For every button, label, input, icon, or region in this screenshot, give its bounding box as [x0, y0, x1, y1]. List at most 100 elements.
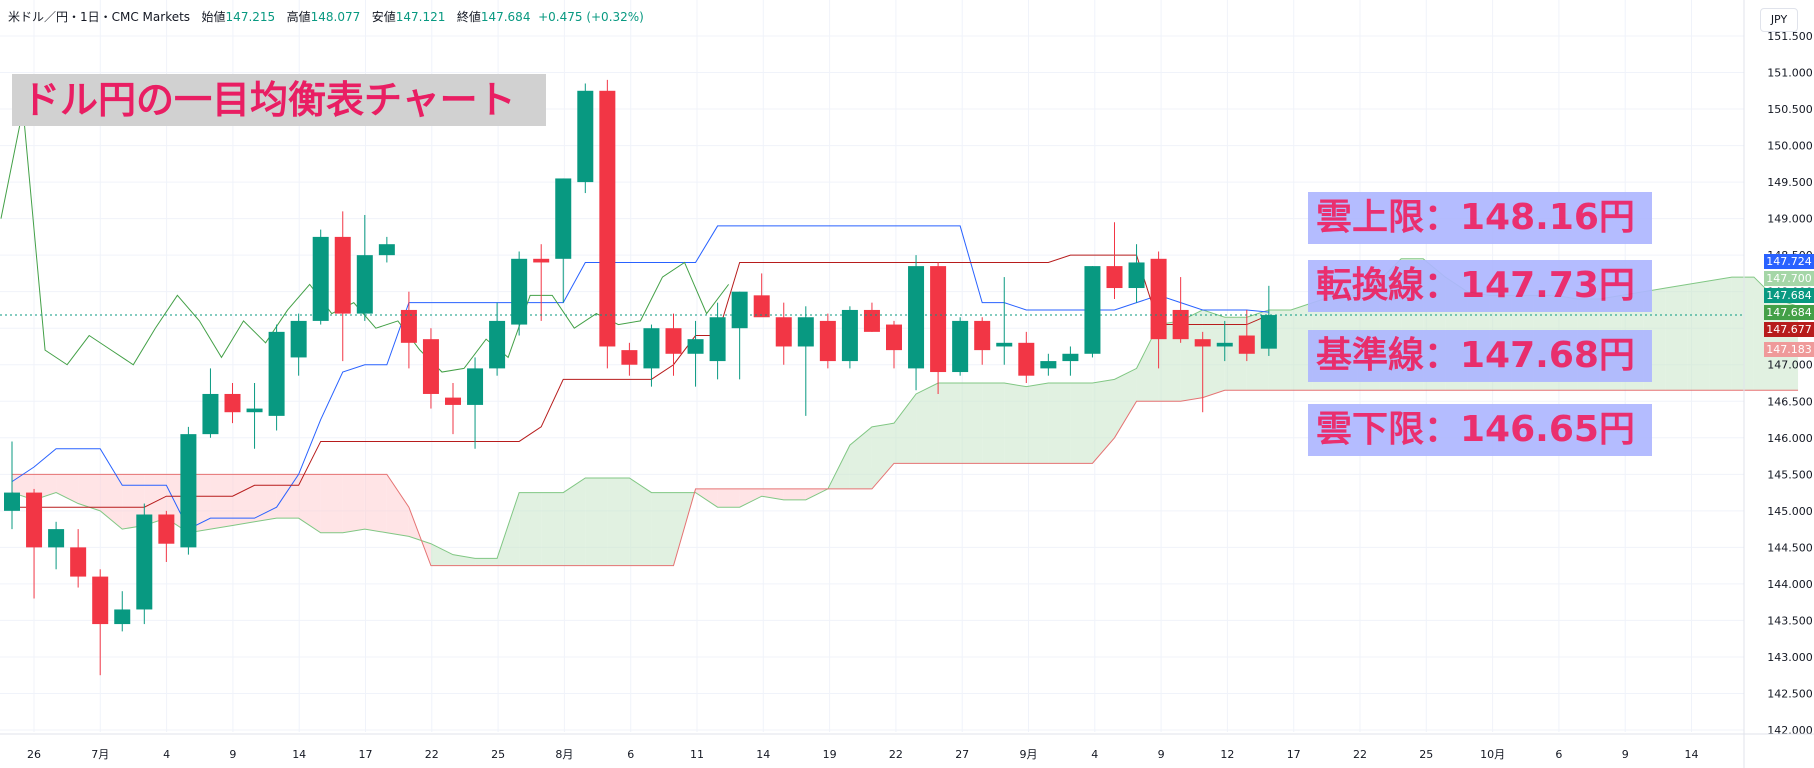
x-tick-label: 14: [1685, 748, 1699, 761]
candle-body: [445, 397, 461, 405]
cloud-segment: [1290, 302, 1313, 391]
kijun-box: 基準線：147.68円: [1308, 330, 1652, 382]
candle-body: [577, 90, 594, 183]
cloud-segment: [1114, 368, 1137, 438]
cloud-segment: [1687, 280, 1710, 391]
cloud-segment: [144, 474, 167, 526]
candle-body: [1172, 309, 1189, 340]
x-tick-label: 8月: [555, 748, 573, 761]
candle-body: [158, 514, 175, 544]
cloud-segment: [56, 474, 79, 504]
symbol-name[interactable]: 米ドル／円・1日・CMC Markets: [8, 10, 191, 24]
x-tick-label: 6: [627, 748, 634, 761]
chart-title-overlay: ドル円の一目均衡表チャート: [12, 74, 546, 126]
candle-body: [489, 320, 506, 369]
candle-body: [1106, 266, 1123, 289]
y-tick-label: 143.500: [1767, 614, 1813, 627]
x-tick-label: 4: [1091, 748, 1098, 761]
y-tick-label: 142.500: [1767, 687, 1813, 700]
candle-body: [224, 393, 241, 413]
tenkan-line: [11, 225, 1269, 530]
y-tick-label: 142.000: [1767, 724, 1813, 737]
candle-body: [1238, 335, 1255, 354]
cloud-segment: [386, 474, 409, 537]
cloud-segment: [739, 488, 762, 508]
candle-body: [312, 236, 329, 321]
candle-body: [1084, 266, 1101, 354]
y-tick-label: 151.500: [1767, 30, 1813, 43]
candle-body: [422, 339, 439, 394]
cloud-segment: [916, 383, 939, 464]
candle-body: [246, 408, 263, 413]
high-label: 高値: [286, 10, 311, 24]
cloud-segment: [497, 492, 520, 566]
time-axis: 26 7月 4 9 14 17 22 25 8月 6 11 14 19 22 27 9月 4 9 12 17 22 25 1…: [27, 748, 1699, 761]
price-tag-close: 147.684: [1764, 288, 1814, 303]
x-tick-label: 25: [1419, 748, 1433, 761]
y-tick-label: 150.500: [1767, 103, 1813, 116]
cloud-segment: [1665, 284, 1688, 391]
candle-body: [665, 328, 682, 354]
cloud-segment: [629, 477, 652, 566]
cloud-segment: [1136, 324, 1159, 402]
price-tag-kijun: 147.677: [1764, 322, 1814, 337]
candle-body: [533, 258, 550, 263]
candles: [4, 79, 1277, 676]
candle-body: [908, 266, 925, 369]
candle-body: [599, 90, 616, 347]
candle-body: [356, 255, 373, 314]
candle-body: [4, 492, 20, 511]
cloud-segment: [938, 383, 961, 464]
cloud-segment: [1004, 383, 1027, 464]
candle-body: [1194, 339, 1211, 347]
close-value: 147.684: [480, 10, 531, 24]
cloud-segment: [364, 474, 387, 533]
cloud-segment: [1070, 383, 1093, 464]
cloud-segment: [1709, 277, 1732, 391]
x-tick-label: 9月: [1020, 748, 1038, 761]
price-tag-span-a: 147.700: [1764, 271, 1814, 286]
candle-body: [180, 434, 197, 548]
x-tick-label: 9: [1158, 748, 1165, 761]
low-value: 147.121: [395, 10, 446, 24]
cloud-segment: [541, 492, 564, 566]
candle-body: [114, 609, 131, 625]
cloud-segment: [210, 474, 233, 530]
candle-body: [70, 547, 87, 577]
cloud-segment: [563, 477, 586, 566]
cloud-lower-box: 雲下限：146.65円: [1308, 404, 1652, 456]
x-tick-label: 9: [1622, 748, 1629, 761]
cloud-upper-box: 雲上限：148.16円: [1308, 192, 1652, 244]
y-tick-label: 151.000: [1767, 67, 1813, 80]
candle-body: [1150, 258, 1167, 340]
cloud-segment: [232, 474, 255, 526]
x-tick-label: 17: [1287, 748, 1301, 761]
y-tick-label: 145.500: [1767, 468, 1813, 481]
cloud-segment: [695, 488, 718, 508]
price-tag-tenkan: 147.724: [1764, 254, 1814, 269]
cloud-segment: [894, 393, 917, 464]
x-tick-label: 19: [823, 748, 837, 761]
price-tag-span-b: 147.183: [1764, 342, 1814, 357]
cloud-segment: [871, 423, 894, 489]
candle-body: [1128, 262, 1145, 289]
x-tick-label: 12: [1220, 748, 1234, 761]
cloud-segment: [475, 558, 498, 566]
y-tick-label: 145.000: [1767, 505, 1813, 518]
x-tick-label: 27: [955, 748, 969, 761]
cloud-segment: [1158, 320, 1181, 402]
y-tick-label: 144.000: [1767, 578, 1813, 591]
candle-body: [268, 331, 285, 416]
candle-body: [863, 309, 880, 332]
currency-button[interactable]: JPY: [1760, 8, 1798, 32]
y-tick-label: 144.500: [1767, 541, 1813, 554]
candle-body: [511, 258, 528, 325]
tenkan-box: 転換線：147.73円: [1308, 260, 1652, 312]
candle-body: [731, 291, 748, 329]
cloud-segment: [585, 477, 608, 566]
y-tick-label: 147.000: [1767, 359, 1813, 372]
cloud-segment: [254, 474, 277, 522]
candle-body: [1018, 342, 1035, 376]
candle-body: [841, 309, 858, 362]
x-tick-label: 22: [1353, 748, 1367, 761]
